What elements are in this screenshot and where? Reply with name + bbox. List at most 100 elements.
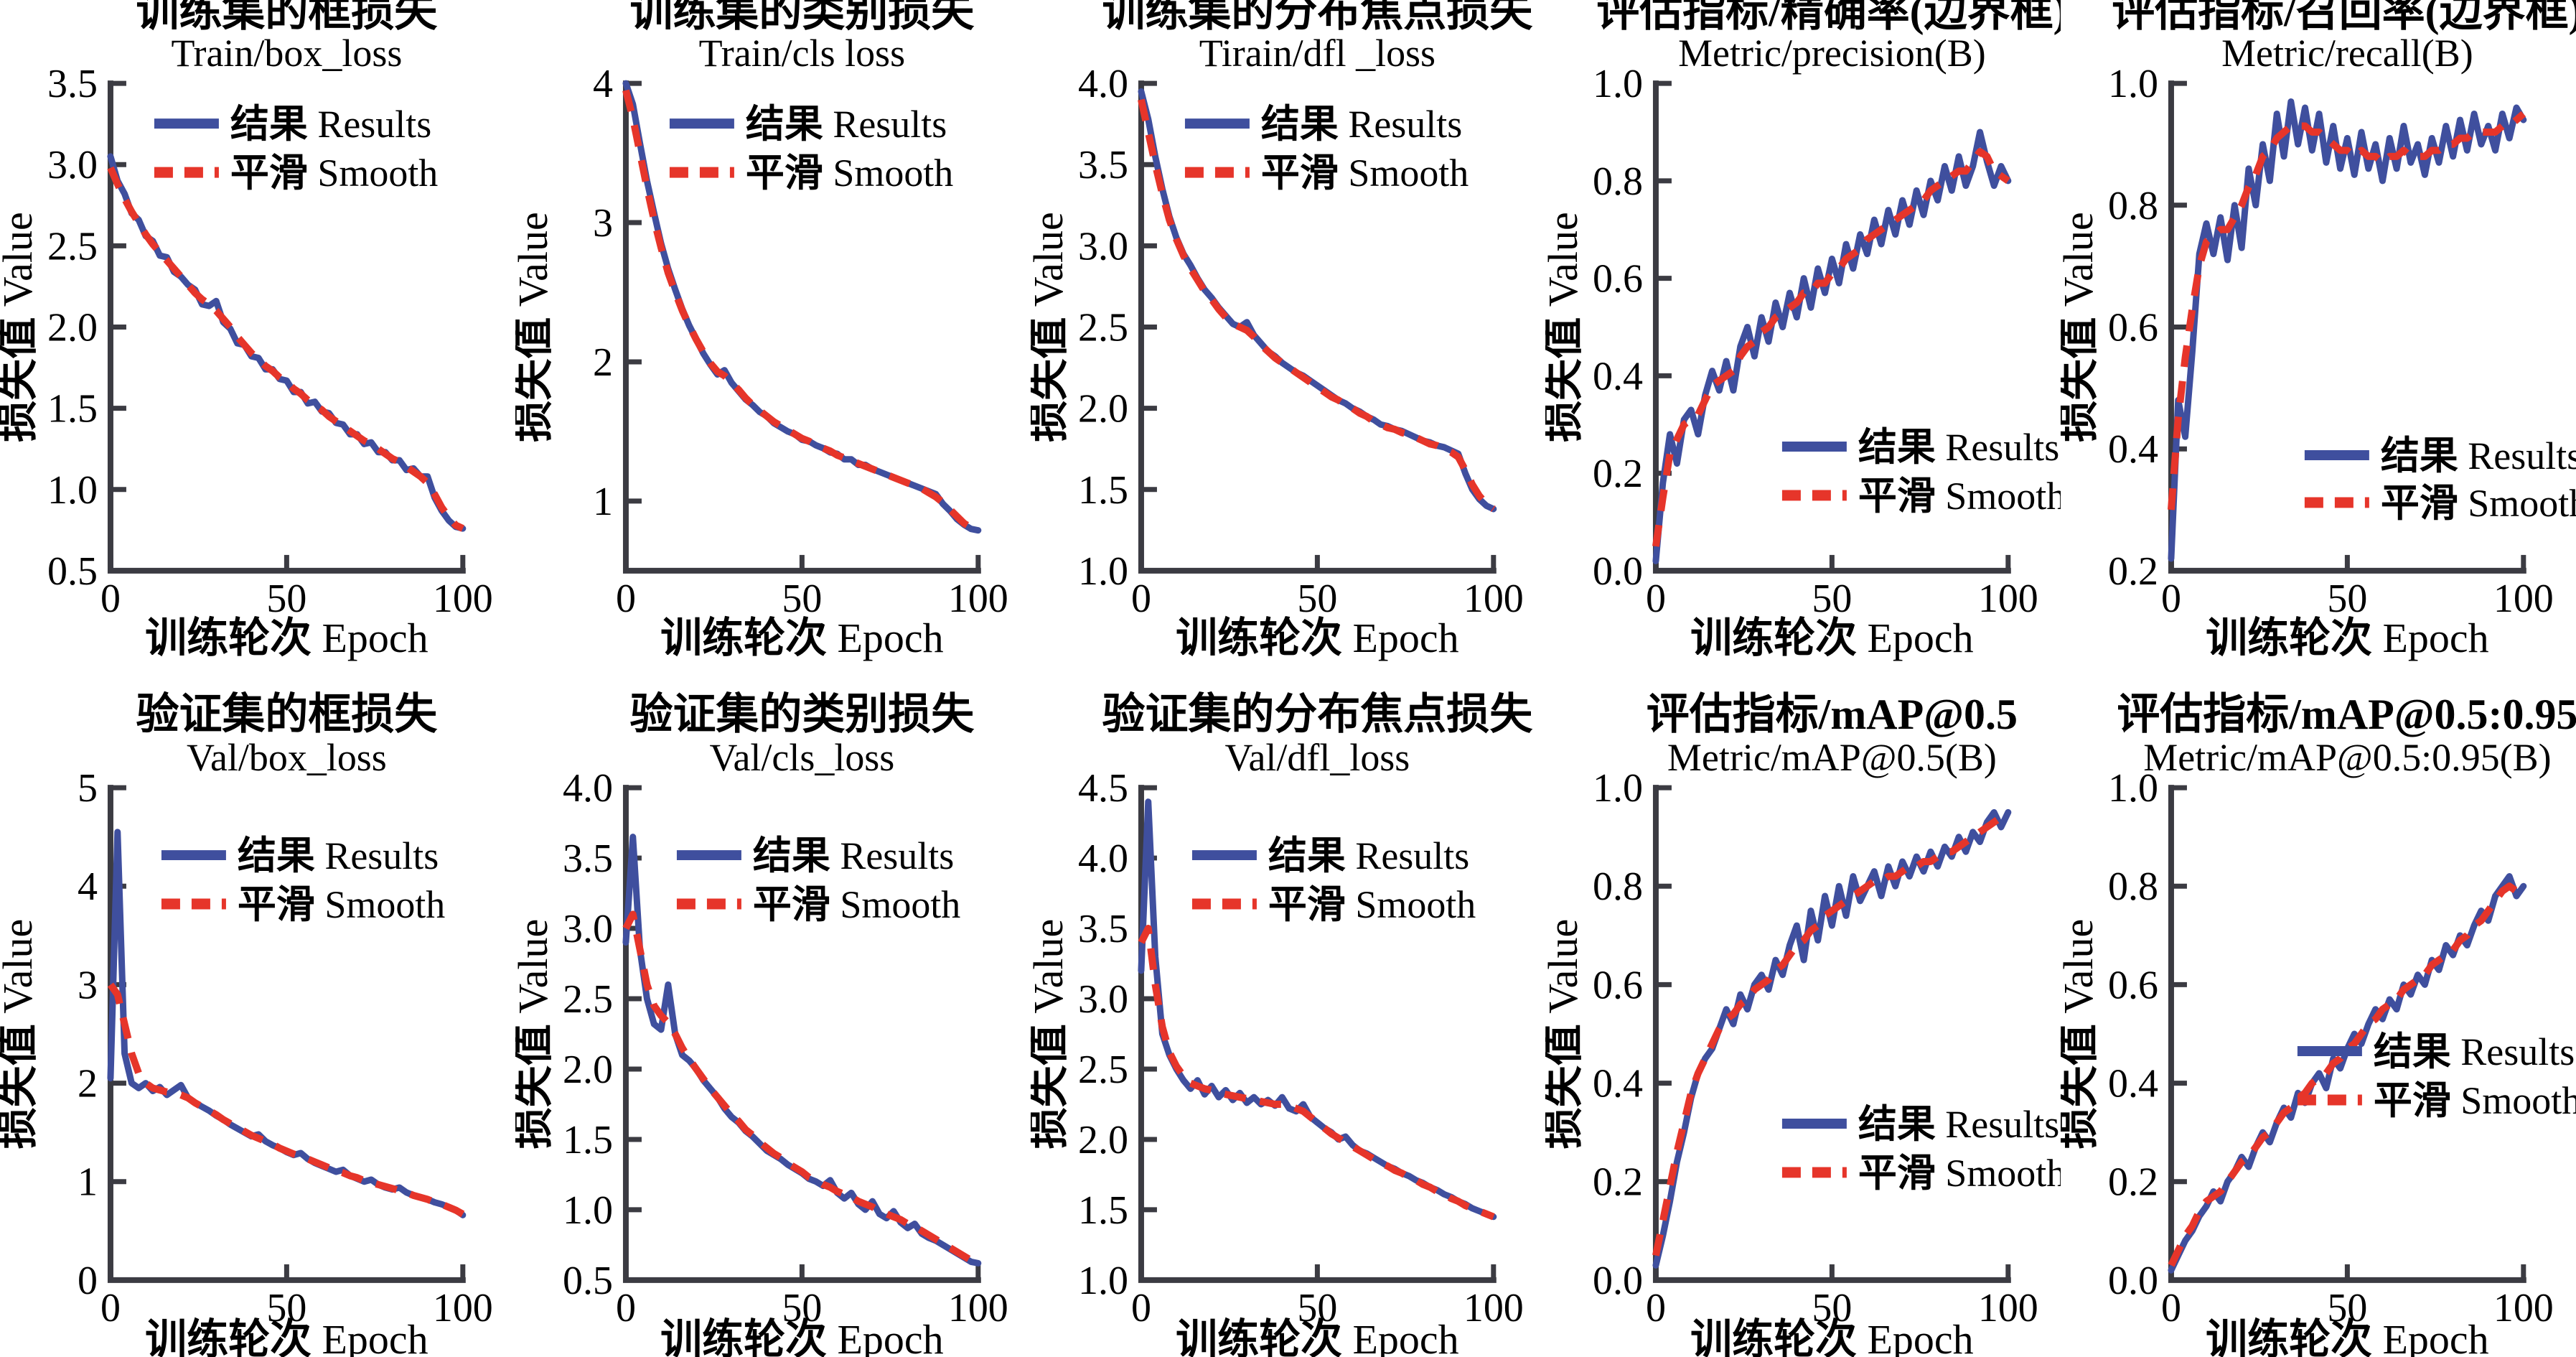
x-tick-label: 50 xyxy=(266,577,306,621)
y-tick-label: 2.5 xyxy=(47,224,98,269)
x-axis-label: 训练轮次 Epoch xyxy=(1176,615,1458,661)
y-tick-label: 1.0 xyxy=(2108,62,2158,106)
y-tick-label: 0.0 xyxy=(1593,1259,1643,1303)
x-tick-label: 50 xyxy=(1297,1286,1337,1330)
y-tick-label: 2.0 xyxy=(47,305,98,350)
chart-title-en: Metric/mAP@0.5(B) xyxy=(1667,736,1997,779)
legend-results-label: 结果 Results xyxy=(1268,834,1469,877)
y-tick-label: 1.0 xyxy=(2108,766,2158,811)
chart-title-en: Metric/mAP@0.5:0.95(B) xyxy=(2143,736,2551,779)
y-axis-label: 损失值 Value xyxy=(1031,919,1072,1149)
chart-title-zh: 验证集的框损失 xyxy=(136,691,438,738)
y-tick-label: 2.5 xyxy=(1078,1048,1128,1092)
y-tick-label: 3.5 xyxy=(563,836,613,881)
y-tick-label: 4 xyxy=(593,62,613,106)
y-tick-label: 1.0 xyxy=(1078,549,1128,594)
x-tick-label: 100 xyxy=(2493,1286,2554,1330)
legend-results-label: 结果 Results xyxy=(238,834,439,877)
chart-title-en: Metric/precision(B) xyxy=(1678,32,1986,75)
x-tick-label: 0 xyxy=(100,1286,121,1330)
chart-title-zh: 评估指标/mAP@0.5:0.95 xyxy=(2117,691,2576,738)
y-tick-label: 0.4 xyxy=(2108,1062,2158,1106)
y-tick-label: 3.5 xyxy=(1078,143,1128,187)
x-tick-label: 0 xyxy=(2161,577,2181,621)
legend-smooth-label: 平滑 Smooth xyxy=(238,883,445,926)
legend-results-label: 结果 Results xyxy=(2381,434,2576,477)
y-tick-label: 4 xyxy=(78,864,98,909)
y-tick-label: 1.0 xyxy=(1593,62,1643,106)
x-tick-label: 100 xyxy=(433,1286,493,1330)
legend-results-label: 结果 Results xyxy=(746,103,947,146)
chart-title-zh: 评估指标/精确率(边界框) xyxy=(1597,0,2061,35)
y-tick-label: 1.0 xyxy=(47,468,98,513)
y-tick-label: 1.0 xyxy=(563,1188,613,1233)
x-tick-label: 0 xyxy=(1131,1286,1151,1330)
y-tick-label: 0.2 xyxy=(2108,1160,2158,1205)
chart-title-en: Train/box_loss xyxy=(171,32,402,75)
y-axis-label: 损失值 Value xyxy=(0,212,41,442)
y-tick-label: 4.5 xyxy=(1078,766,1128,811)
y-tick-label: 3.0 xyxy=(1078,977,1128,1022)
x-tick-label: 0 xyxy=(616,577,636,621)
chart-title-en: Tirain/dfl _loss xyxy=(1199,32,1435,75)
legend-smooth-label: 平滑 Smooth xyxy=(1261,151,1469,195)
legend-smooth-label: 平滑 Smooth xyxy=(1858,1152,2061,1195)
x-tick-label: 100 xyxy=(433,577,493,621)
y-axis-label: 损失值 Value xyxy=(515,919,556,1149)
x-tick-label: 0 xyxy=(1646,577,1666,621)
y-tick-label: 0.2 xyxy=(2108,549,2158,594)
chart-metric-precision-b: 评估指标/精确率(边界框)Metric/precision(B) 0.0 0.2 0.… xyxy=(1545,0,2061,661)
x-tick-label: 100 xyxy=(2493,577,2554,621)
y-tick-label: 0.0 xyxy=(2108,1259,2158,1303)
x-tick-label: 100 xyxy=(948,1286,1008,1330)
legend-results-label: 结果 Results xyxy=(2374,1030,2575,1073)
y-tick-label: 0.6 xyxy=(2108,963,2158,1007)
y-tick-label: 0.8 xyxy=(2108,864,2158,909)
y-axis-label: 损失值 Value xyxy=(2061,919,2102,1149)
x-tick-label: 50 xyxy=(1812,1286,1853,1330)
x-tick-label: 50 xyxy=(2328,577,2368,621)
legend-smooth-label: 平滑 Smooth xyxy=(230,151,438,195)
x-tick-label: 0 xyxy=(100,577,121,621)
x-axis-label: 训练轮次 Epoch xyxy=(1691,1316,1974,1357)
y-tick-label: 0.5 xyxy=(47,549,98,594)
y-tick-label: 0.2 xyxy=(1593,452,1643,496)
smooth-line xyxy=(622,910,980,1267)
legend-smooth-label: 平滑 Smooth xyxy=(746,151,953,195)
y-axis-label: 损失值 Value xyxy=(515,212,556,442)
x-axis-label: 训练轮次 Epoch xyxy=(660,615,943,661)
x-tick-label: 0 xyxy=(2161,1286,2181,1330)
y-tick-label: 4.0 xyxy=(1078,62,1128,106)
y-tick-label: 1.0 xyxy=(1593,766,1643,811)
x-tick-label: 0 xyxy=(1131,577,1151,621)
x-axis-label: 训练轮次 Epoch xyxy=(145,615,428,661)
x-tick-label: 0 xyxy=(1646,1286,1666,1330)
chart-metric-recall-b: 评估指标/召回率(边界框)Metric/recall(B) 0.2 0.4 0.6 0.… xyxy=(2061,0,2576,661)
y-tick-label: 1 xyxy=(593,480,613,524)
chart-title-zh: 训练集的分布焦点损失 xyxy=(1102,0,1533,35)
y-tick-label: 1.0 xyxy=(1078,1259,1128,1303)
y-tick-label: 4.0 xyxy=(1078,836,1128,881)
x-axis-label: 训练轮次 Epoch xyxy=(1176,1316,1458,1357)
chart-title-en: Metric/recall(B) xyxy=(2221,32,2473,75)
y-tick-label: 3.5 xyxy=(1078,907,1128,951)
y-tick-label: 1 xyxy=(78,1160,98,1205)
y-tick-label: 0.4 xyxy=(2108,427,2158,472)
smooth-line xyxy=(1652,809,2011,1256)
chart-title-zh: 验证集的分布焦点损失 xyxy=(1102,691,1533,738)
y-tick-label: 3.0 xyxy=(1078,224,1128,269)
smooth-line xyxy=(107,166,464,532)
y-tick-label: 0.8 xyxy=(1593,159,1643,204)
y-tick-label: 0.5 xyxy=(563,1259,613,1303)
y-tick-label: 0.6 xyxy=(1593,257,1643,302)
y-tick-label: 0 xyxy=(78,1259,98,1303)
chart-title-zh: 训练集的框损失 xyxy=(136,0,438,35)
y-tick-label: 2 xyxy=(78,1062,98,1106)
smooth-line xyxy=(2168,882,2526,1267)
smooth-line xyxy=(2168,111,2526,510)
